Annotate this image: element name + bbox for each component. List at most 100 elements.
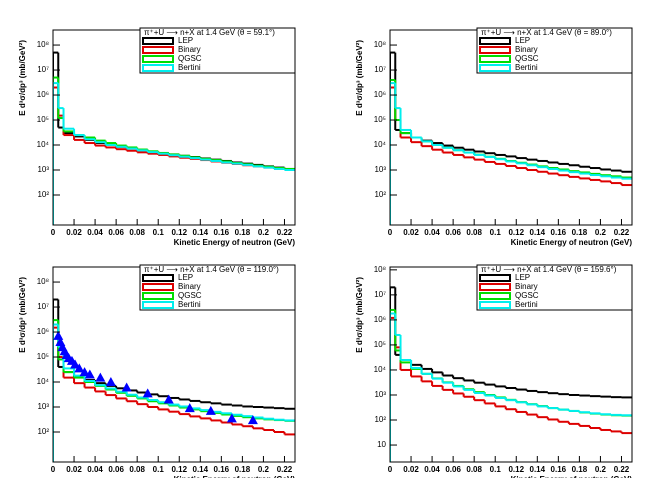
x-tick-label: 0.08 <box>129 228 145 237</box>
y-tick-label: 10⁸ <box>374 265 386 274</box>
histograms <box>53 51 295 225</box>
data-point <box>53 330 64 340</box>
y-tick-label: 10³ <box>37 402 49 411</box>
x-tick-label: 0.12 <box>508 228 524 237</box>
data-point <box>74 363 85 373</box>
y-tick-label: 10⁵ <box>374 115 386 124</box>
x-tick-label: 0.22 <box>277 228 293 237</box>
x-tick-label: 0.1 <box>490 465 502 474</box>
legend-title: π⁺+U ⟶ n+X at 1.4 GeV (θ = 159.6°) <box>481 265 617 274</box>
y-tick-label: 10⁶ <box>37 327 49 336</box>
x-tick-label: 0.06 <box>445 465 461 474</box>
legend-swatch <box>142 301 174 309</box>
x-tick-label: 0.16 <box>551 228 567 237</box>
legend-label: QGSC <box>178 291 202 300</box>
y-tick-label: 10⁷ <box>374 65 386 74</box>
histogram-series <box>390 312 632 462</box>
histograms <box>390 51 632 225</box>
y-tick-label: 10³ <box>374 390 386 399</box>
y-axis-label: E d³σ/dp³ (mb/GeV²) <box>18 40 27 116</box>
x-tick-label: 0.02 <box>403 465 419 474</box>
x-axis-label: Kinetic Energy of neutron (GeV) <box>511 475 633 478</box>
x-tick-label: 0.14 <box>530 465 546 474</box>
x-tick-label: 0.1 <box>153 465 165 474</box>
y-tick-label: 10⁷ <box>37 302 49 311</box>
x-tick-label: 0.2 <box>595 465 607 474</box>
x-tick-label: 0.12 <box>171 465 187 474</box>
x-tick-label: 0.2 <box>258 465 270 474</box>
x-tick-label: 0.14 <box>193 228 209 237</box>
legend-label: Bertini <box>178 300 201 309</box>
y-tick-label: 10⁵ <box>37 352 49 361</box>
legend-swatch <box>479 64 511 72</box>
y-tick-label: 10⁶ <box>374 90 386 99</box>
legend-label: Bertini <box>178 63 201 72</box>
legend-title: π⁺+U ⟶ n+X at 1.4 GeV (θ = 59.1°) <box>144 28 275 37</box>
legend-label: LEP <box>178 273 193 282</box>
x-tick-label: 0.1 <box>490 228 502 237</box>
legend-swatch <box>479 46 511 54</box>
legend-label: Bertini <box>515 300 538 309</box>
x-tick-label: 0.18 <box>572 228 588 237</box>
legend-swatch <box>479 274 511 282</box>
histograms <box>53 298 295 462</box>
x-tick-label: 0.18 <box>572 465 588 474</box>
x-tick-label: 0.06 <box>445 228 461 237</box>
legend-label: Binary <box>178 282 201 291</box>
legend-title: π⁺+U ⟶ n+X at 1.4 GeV (θ = 89.0°) <box>481 28 612 37</box>
y-tick-label: 10² <box>374 415 386 424</box>
x-tick-label: 0.1 <box>153 228 165 237</box>
x-tick-label: 0.16 <box>551 465 567 474</box>
y-tick-label: 10⁶ <box>374 315 386 324</box>
y-axis-label: E d³σ/dp³ (mb/GeV²) <box>355 277 364 353</box>
panel: 10 10² 10³ 10⁴ 10⁵ 10⁶ 10⁷ 10⁸ 0 0.02 0.04 0.06 0.08… <box>355 264 633 478</box>
panel: 10² 10³ 10⁴ 10⁵ 10⁶ 10⁷ 10⁸ 0 0.02 0.04 0.06 0.08 0.… <box>18 264 296 478</box>
legend-title: π⁺+U ⟶ n+X at 1.4 GeV (θ = 119.0°) <box>144 265 279 274</box>
legend-label: LEP <box>515 273 530 282</box>
y-tick-label: 10⁴ <box>374 365 387 374</box>
histogram-series <box>390 82 632 225</box>
y-tick-label: 10² <box>37 190 49 199</box>
x-tick-label: 0.12 <box>508 465 524 474</box>
legend-label: LEP <box>515 36 530 45</box>
x-tick-label: 0.02 <box>66 228 82 237</box>
y-tick-label: 10⁴ <box>37 140 50 149</box>
legend-label: Bertini <box>515 63 538 72</box>
x-tick-label: 0.04 <box>87 465 103 474</box>
x-tick-label: 0 <box>388 465 393 474</box>
y-tick-label: 10⁴ <box>37 377 50 386</box>
legend-label: QGSC <box>515 291 539 300</box>
x-axis-label: Kinetic Energy of neutron (GeV) <box>174 475 296 478</box>
x-tick-label: 0.04 <box>87 228 103 237</box>
x-tick-label: 0 <box>51 465 56 474</box>
legend-swatch <box>142 55 174 63</box>
x-tick-label: 0 <box>388 228 393 237</box>
legend-swatch <box>479 301 511 309</box>
y-tick-label: 10⁸ <box>374 40 386 49</box>
panel: 10² 10³ 10⁴ 10⁵ 10⁶ 10⁷ 10⁸ 0 0.02 0.04 0.06 0.08 0.… <box>355 27 633 247</box>
x-tick-label: 0.02 <box>403 228 419 237</box>
data-point <box>84 369 95 379</box>
x-tick-label: 0.08 <box>129 465 145 474</box>
legend-swatch <box>479 292 511 300</box>
legend-swatch <box>142 46 174 54</box>
x-tick-label: 0.14 <box>530 228 546 237</box>
y-tick-label: 10⁷ <box>37 65 49 74</box>
legend-label: LEP <box>178 36 193 45</box>
x-tick-label: 0 <box>51 228 56 237</box>
legend-label: QGSC <box>178 54 202 63</box>
panel: 10² 10³ 10⁴ 10⁵ 10⁶ 10⁷ 10⁸ 0 0.02 0.04 0.06 0.08 0.… <box>18 27 296 247</box>
data-point <box>184 403 195 413</box>
legend-swatch <box>479 37 511 45</box>
legend-swatch <box>479 55 511 63</box>
x-tick-label: 0.16 <box>214 228 230 237</box>
x-tick-label: 0.12 <box>171 228 187 237</box>
y-axis-label: E d³σ/dp³ (mb/GeV²) <box>355 40 364 116</box>
y-tick-label: 10⁷ <box>374 290 386 299</box>
y-tick-label: 10⁵ <box>374 340 386 349</box>
legend-label: Binary <box>515 282 538 291</box>
legend-label: Binary <box>178 45 201 54</box>
legend-swatch <box>142 64 174 72</box>
